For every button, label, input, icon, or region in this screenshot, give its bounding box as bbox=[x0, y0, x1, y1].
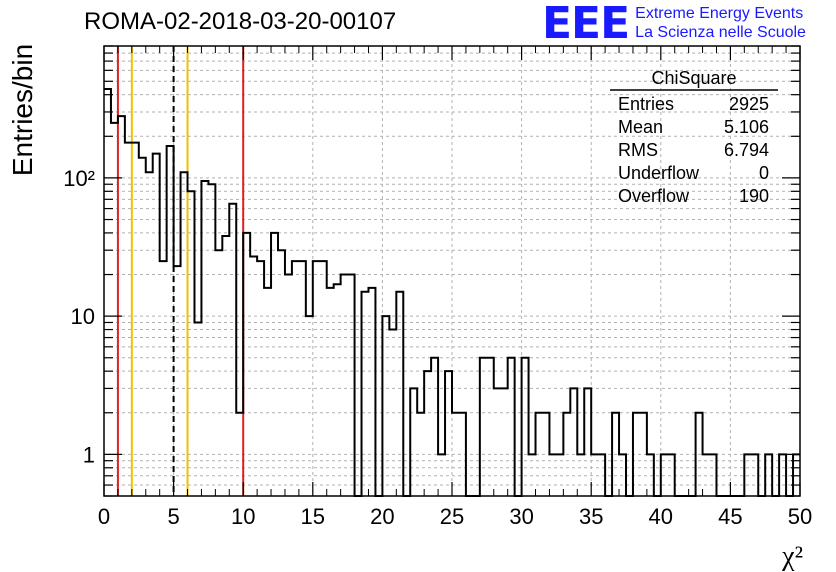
histogram-bins bbox=[104, 87, 800, 497]
brand-line-1: Extreme Energy Events bbox=[635, 5, 804, 22]
chart-title: ROMA-02-2018-03-20-00107 bbox=[84, 8, 397, 35]
brand-line-2: La Scienza nelle Scuole bbox=[635, 24, 806, 41]
stats-value-underflow: 0 bbox=[759, 163, 769, 183]
x-tick-label: 5 bbox=[167, 504, 179, 529]
x-tick-label: 40 bbox=[649, 504, 673, 529]
stats-box: ChiSquare Entries 2925 Mean 5.106 RMS 6.… bbox=[610, 68, 778, 206]
x-tick-label: 15 bbox=[301, 504, 325, 529]
stats-label-rms: RMS bbox=[618, 140, 658, 160]
eee-logo: EEE bbox=[542, 0, 630, 49]
stats-value-overflow: 190 bbox=[739, 186, 769, 206]
stats-value-rms: 6.794 bbox=[724, 140, 769, 160]
x-tick-label: 30 bbox=[509, 504, 533, 529]
stats-title: ChiSquare bbox=[651, 68, 736, 88]
x-tick-label: 35 bbox=[579, 504, 603, 529]
axis-ticks bbox=[103, 45, 801, 497]
stats-label-entries: Entries bbox=[618, 94, 674, 114]
threshold-lines bbox=[116, 46, 245, 496]
eee-brand: EEE Extreme Energy Events La Scienza nel… bbox=[542, 2, 806, 46]
y-tick-label: 10 bbox=[71, 304, 95, 329]
x-tick-label: 20 bbox=[370, 504, 394, 529]
stats-value-mean: 5.106 bbox=[724, 117, 769, 137]
y-tick-label: 10² bbox=[63, 166, 95, 191]
brand-text: Extreme Energy Events La Scienza nelle S… bbox=[635, 4, 806, 42]
y-tick-label: 1 bbox=[83, 442, 95, 467]
x-tick-label: 25 bbox=[440, 504, 464, 529]
axis-tick-labels: 0 5 10 15 20 25 30 35 40 45 50 1 10 10² bbox=[63, 166, 812, 529]
stats-label-mean: Mean bbox=[618, 117, 663, 137]
histogram-outline bbox=[104, 87, 800, 497]
stats-label-overflow: Overflow bbox=[618, 186, 690, 206]
stats-label-underflow: Underflow bbox=[618, 163, 700, 183]
x-tick-label: 45 bbox=[718, 504, 742, 529]
x-tick-label: 0 bbox=[98, 504, 110, 529]
stats-value-entries: 2925 bbox=[729, 94, 769, 114]
x-axis-label: χ² bbox=[781, 541, 803, 572]
y-axis-label: Entries/bin bbox=[7, 44, 38, 176]
x-tick-label: 10 bbox=[231, 504, 255, 529]
x-tick-label: 50 bbox=[788, 504, 812, 529]
